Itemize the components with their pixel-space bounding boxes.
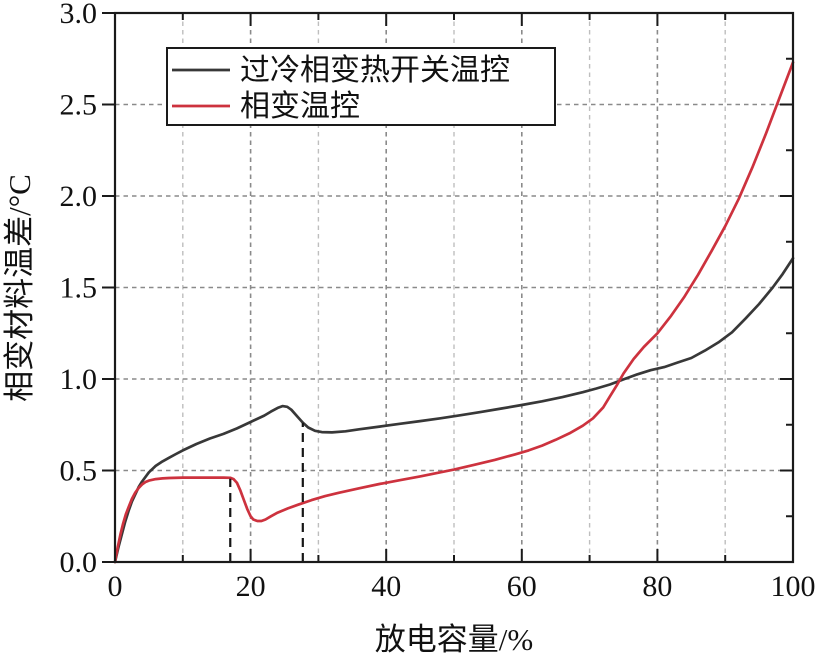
tick-labels: 0 20 40 60 80 100 0.0 0.5 1.0 1.5 2.0 2.5 3.0: [60, 0, 816, 603]
series-line-0: [113, 256, 795, 564]
x-tick-label: 0: [108, 570, 123, 603]
legend-label: 相变温控: [240, 90, 360, 123]
x-tick-label: 80: [642, 570, 672, 603]
x-tick-label: 100: [771, 570, 816, 603]
axis-ticks: [102, 12, 794, 563]
y-tick-label: 1.5: [60, 272, 98, 305]
y-axis-title: 相变材料温差/°C: [2, 174, 37, 402]
dashed-annotation-lines: [229, 422, 304, 562]
y-tick-label: 1.0: [60, 363, 98, 396]
y-tick-label: 3.0: [60, 0, 98, 30]
y-tick-label: 2.0: [60, 180, 98, 213]
series-line-1: [113, 61, 795, 564]
y-tick-label: 2.5: [60, 89, 98, 122]
legend-box: [166, 47, 556, 126]
data-series: [113, 61, 795, 564]
gridlines: [115, 13, 793, 562]
x-axis-title: 放电容量/%: [375, 622, 533, 657]
x-tick-label: 40: [371, 570, 401, 603]
legend-label: 过冷相变热开关温控: [240, 54, 510, 87]
y-tick-label: 0.0: [60, 546, 98, 579]
x-tick-label: 60: [507, 570, 537, 603]
x-tick-label: 20: [236, 570, 266, 603]
y-tick-label: 0.5: [60, 455, 98, 488]
